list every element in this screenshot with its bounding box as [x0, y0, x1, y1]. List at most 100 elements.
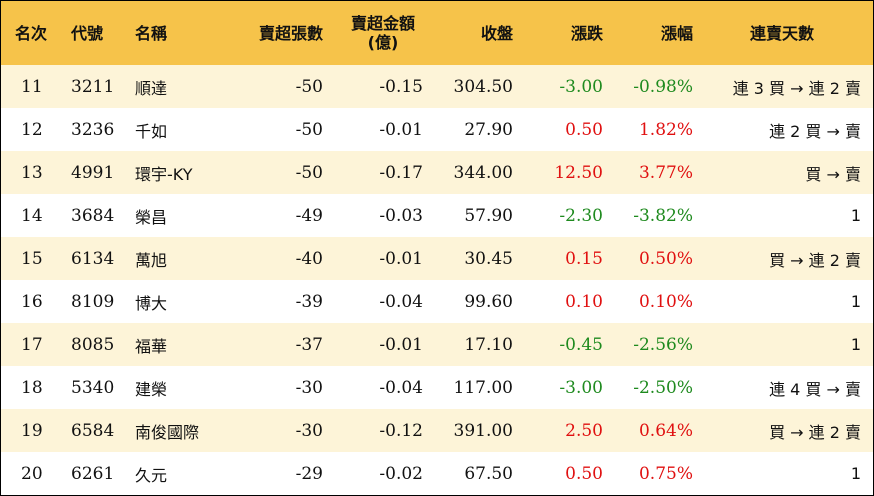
- rank-cell: 14: [1, 194, 63, 237]
- net-sell-lots-cell: -50: [225, 65, 333, 108]
- stock-code-cell: 6261: [63, 452, 129, 495]
- header-row: 名次 代號 名稱 賣超張數 賣超金額 (億) 收盤 漲跌 漲幅 連賣天數: [1, 1, 873, 65]
- change-cell: 0.10: [523, 280, 613, 323]
- change-cell: -0.45: [523, 323, 613, 366]
- rank-cell: 15: [1, 237, 63, 280]
- change-cell: -2.30: [523, 194, 613, 237]
- close-price-cell: 99.60: [433, 280, 523, 323]
- net-sell-amount-cell: -0.04: [333, 280, 433, 323]
- stock-name-cell: 萬旭: [129, 237, 225, 280]
- table-row[interactable]: 20 6261 久元 -29 -0.02 67.50 0.50 0.75% 1: [1, 452, 873, 495]
- stock-name-cell: 建榮: [129, 366, 225, 409]
- rank-cell: 17: [1, 323, 63, 366]
- rank-cell: 20: [1, 452, 63, 495]
- net-sell-amount-cell: -0.03: [333, 194, 433, 237]
- close-price-cell: 17.10: [433, 323, 523, 366]
- net-sell-amount-cell: -0.12: [333, 409, 433, 452]
- streak-cell: 1: [703, 452, 873, 495]
- close-price-cell: 344.00: [433, 151, 523, 194]
- table-row[interactable]: 11 3211 順達 -50 -0.15 304.50 -3.00 -0.98% 連 3 買 →…: [1, 65, 873, 108]
- table-row[interactable]: 17 8085 福華 -37 -0.01 17.10 -0.45 -2.56% 1: [1, 323, 873, 366]
- header-streak[interactable]: 連賣天數: [703, 1, 873, 65]
- stock-code-cell: 8085: [63, 323, 129, 366]
- close-price-cell: 304.50: [433, 65, 523, 108]
- table-row[interactable]: 15 6134 萬旭 -40 -0.01 30.45 0.15 0.50% 買 → 連 2 賣: [1, 237, 873, 280]
- table-row[interactable]: 19 6584 南俊國際 -30 -0.12 391.00 2.50 0.64% 買 → 連 2…: [1, 409, 873, 452]
- close-price-cell: 117.00: [433, 366, 523, 409]
- table-row[interactable]: 18 5340 建榮 -30 -0.04 117.00 -3.00 -2.50% 連 4 買 →…: [1, 366, 873, 409]
- change-pct-cell: -2.56%: [613, 323, 703, 366]
- stock-code-cell: 3236: [63, 108, 129, 151]
- header-net-sell-lots[interactable]: 賣超張數: [225, 1, 333, 65]
- net-sell-lots-cell: -29: [225, 452, 333, 495]
- change-pct-cell: -3.82%: [613, 194, 703, 237]
- stock-name-cell: 千如: [129, 108, 225, 151]
- stock-code-cell: 5340: [63, 366, 129, 409]
- header-name[interactable]: 名稱: [129, 1, 225, 65]
- streak-cell: 1: [703, 280, 873, 323]
- net-sell-lots-cell: -30: [225, 366, 333, 409]
- header-net-sell-amount-unit: (億): [367, 33, 399, 52]
- close-price-cell: 27.90: [433, 108, 523, 151]
- net-sell-lots-cell: -40: [225, 237, 333, 280]
- change-pct-cell: -0.98%: [613, 65, 703, 108]
- net-sell-amount-cell: -0.04: [333, 366, 433, 409]
- net-sell-lots-cell: -37: [225, 323, 333, 366]
- close-price-cell: 391.00: [433, 409, 523, 452]
- net-sell-amount-cell: -0.17: [333, 151, 433, 194]
- table-row[interactable]: 12 3236 千如 -50 -0.01 27.90 0.50 1.82% 連 2 買 → 賣: [1, 108, 873, 151]
- change-cell: 0.15: [523, 237, 613, 280]
- streak-cell: 1: [703, 323, 873, 366]
- header-net-sell-amount-label: 賣超金額: [350, 14, 415, 33]
- net-sell-lots-cell: -30: [225, 409, 333, 452]
- rank-cell: 16: [1, 280, 63, 323]
- header-change-pct[interactable]: 漲幅: [613, 1, 703, 65]
- streak-cell: 買 → 連 2 賣: [703, 237, 873, 280]
- header-rank[interactable]: 名次: [1, 1, 63, 65]
- change-cell: 0.50: [523, 108, 613, 151]
- rank-cell: 18: [1, 366, 63, 409]
- stock-name-cell: 久元: [129, 452, 225, 495]
- net-sell-amount-cell: -0.15: [333, 65, 433, 108]
- change-pct-cell: 1.82%: [613, 108, 703, 151]
- stock-name-cell: 順達: [129, 65, 225, 108]
- streak-cell: 連 3 買 → 連 2 賣: [703, 65, 873, 108]
- table-row[interactable]: 14 3684 榮昌 -49 -0.03 57.90 -2.30 -3.82% 1: [1, 194, 873, 237]
- net-sell-amount-cell: -0.01: [333, 237, 433, 280]
- change-pct-cell: 3.77%: [613, 151, 703, 194]
- change-pct-cell: -2.50%: [613, 366, 703, 409]
- net-sell-amount-cell: -0.01: [333, 323, 433, 366]
- table-row[interactable]: 13 4991 環宇-KY -50 -0.17 344.00 12.50 3.77% 買 → 賣: [1, 151, 873, 194]
- stock-code-cell: 8109: [63, 280, 129, 323]
- streak-cell: 1: [703, 194, 873, 237]
- change-cell: 2.50: [523, 409, 613, 452]
- header-close[interactable]: 收盤: [433, 1, 523, 65]
- streak-cell: 連 2 買 → 賣: [703, 108, 873, 151]
- net-sell-amount-cell: -0.01: [333, 108, 433, 151]
- change-cell: 12.50: [523, 151, 613, 194]
- stock-code-cell: 4991: [63, 151, 129, 194]
- stock-name-cell: 環宇-KY: [129, 151, 225, 194]
- stock-code-cell: 3211: [63, 65, 129, 108]
- close-price-cell: 30.45: [433, 237, 523, 280]
- header-code[interactable]: 代號: [63, 1, 129, 65]
- table-body: 11 3211 順達 -50 -0.15 304.50 -3.00 -0.98% 連 3 買 →…: [1, 65, 873, 495]
- streak-cell: 買 → 連 2 賣: [703, 409, 873, 452]
- header-change[interactable]: 漲跌: [523, 1, 613, 65]
- net-sell-lots-cell: -50: [225, 108, 333, 151]
- change-pct-cell: 0.75%: [613, 452, 703, 495]
- table-row[interactable]: 16 8109 博大 -39 -0.04 99.60 0.10 0.10% 1: [1, 280, 873, 323]
- close-price-cell: 57.90: [433, 194, 523, 237]
- stock-code-cell: 6584: [63, 409, 129, 452]
- close-price-cell: 67.50: [433, 452, 523, 495]
- streak-cell: 連 4 買 → 賣: [703, 366, 873, 409]
- rank-cell: 13: [1, 151, 63, 194]
- change-cell: -3.00: [523, 65, 613, 108]
- net-sell-lots-cell: -50: [225, 151, 333, 194]
- rank-cell: 19: [1, 409, 63, 452]
- stock-name-cell: 福華: [129, 323, 225, 366]
- header-net-sell-amount[interactable]: 賣超金額 (億): [333, 1, 433, 65]
- stock-code-cell: 6134: [63, 237, 129, 280]
